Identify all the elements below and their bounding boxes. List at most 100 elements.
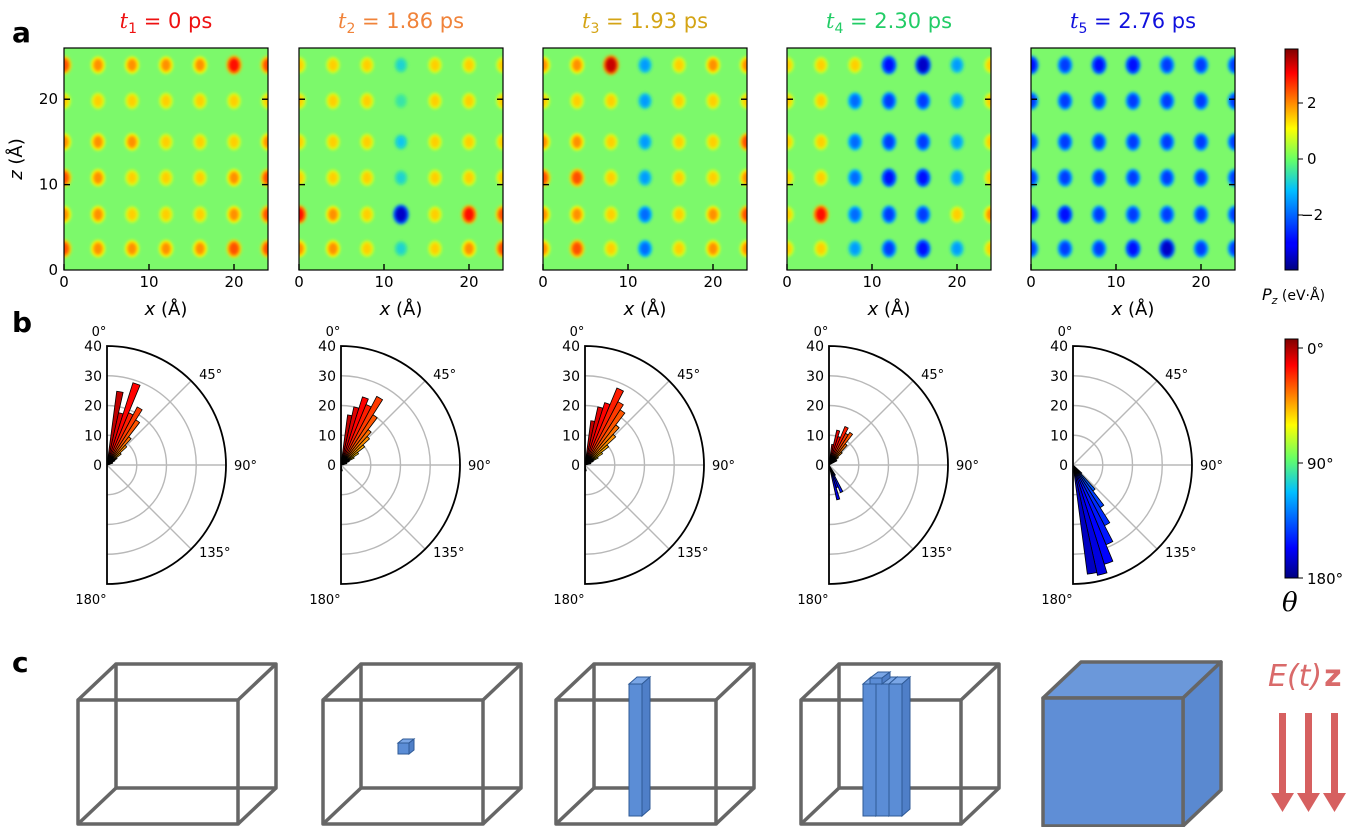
y-tick-label: 10: [39, 176, 58, 194]
radial-tick-label: 0: [93, 458, 102, 474]
heatmap-background: [787, 48, 991, 270]
polarization-spot: [498, 59, 503, 71]
x-tick-label: 10: [862, 273, 881, 291]
x-axis-label: x (Å): [623, 298, 667, 320]
switched-cube-front: [1041, 696, 1185, 827]
cube-edge: [714, 662, 756, 702]
heatmap-background: [1031, 48, 1235, 270]
field-label: E(t)z: [1268, 659, 1342, 694]
polarization-spot: [708, 171, 718, 184]
colorbar-pz-gradient: [1284, 48, 1299, 271]
radial-tick-label: 20: [562, 399, 580, 415]
polarization-spot: [93, 135, 103, 149]
polarization-spot: [430, 136, 440, 148]
polarization-spot: [787, 136, 792, 148]
angle-label: 90°: [956, 459, 979, 474]
polarization-spot: [228, 57, 240, 73]
polarization-spot: [127, 171, 137, 184]
polarization-spot: [742, 95, 747, 107]
polarization-spot: [1127, 241, 1139, 256]
polarization-spot: [1059, 171, 1071, 185]
polarization-spot: [816, 171, 826, 184]
polarization-spot: [1229, 135, 1235, 149]
polarization-spot: [917, 135, 929, 149]
polarization-spot: [161, 171, 171, 184]
angle-label: 0°: [326, 325, 341, 340]
polarization-spot: [952, 95, 962, 107]
radial-tick-label: 10: [84, 428, 102, 444]
polar-grid-spoke: [340, 464, 426, 550]
polarization-spot: [742, 58, 747, 72]
x-tick-label: 20: [459, 273, 478, 291]
polarization-spot: [952, 171, 962, 184]
polarization-spot: [883, 170, 895, 185]
polarization-spot: [127, 135, 137, 149]
polarization-spot: [396, 243, 406, 254]
radial-tick-label: 30: [562, 369, 580, 385]
polarization-spot: [787, 171, 792, 184]
polarization-spot: [262, 241, 268, 256]
polarization-spot: [127, 58, 137, 72]
domain-cube-1: [76, 662, 278, 826]
polarization-spot: [1229, 58, 1235, 72]
polar-bar: [828, 464, 841, 501]
colorbar-theta-tick-0: 0°: [1307, 340, 1324, 358]
radial-tick-label: 0: [571, 458, 580, 474]
polarization-spot: [328, 171, 338, 184]
radial-tick-label: 30: [318, 369, 336, 385]
radial-tick-label: 40: [84, 339, 102, 355]
polarization-spot: [742, 171, 747, 185]
angle-label: 45°: [677, 368, 700, 383]
x-tick-label: 0: [782, 273, 792, 291]
polarization-spot: [464, 171, 474, 184]
cube-edge: [236, 786, 278, 826]
cube-edge: [714, 786, 756, 826]
x-tick-label: 0: [294, 273, 304, 291]
polarization-spot: [1161, 207, 1173, 222]
heatmap-title: t5 = 2.76 ps: [1070, 9, 1196, 37]
polarization-spot: [195, 171, 205, 184]
polar-histogram-4: 0 10 20 30 400° 45° 90° 135° 180°: [797, 325, 979, 608]
columnar-domain: [627, 675, 652, 818]
radial-tick-label: 0: [815, 458, 824, 474]
y-tick-label: 20: [39, 90, 58, 108]
polarization-spot: [299, 207, 305, 222]
cube-front-face: [76, 698, 240, 826]
polarization-spot: [93, 171, 103, 185]
polar-grid-spoke: [584, 464, 670, 550]
heatmap-1: 0 10 20 0 10 20 x (Å) t1 = 0 ps: [39, 9, 269, 320]
polarization-spot: [362, 171, 372, 184]
polarization-spot: [543, 208, 548, 221]
radial-tick-label: 10: [806, 428, 824, 444]
x-tick-label: 20: [1191, 273, 1210, 291]
polarization-spot: [572, 95, 582, 107]
polarization-spot: [708, 95, 718, 107]
polar-bar: [340, 429, 372, 466]
polarization-spot: [674, 95, 684, 107]
polarization-spot: [498, 95, 503, 107]
polarization-spot: [787, 208, 792, 221]
polar-grid-spoke: [106, 464, 192, 550]
polarization-spot: [93, 208, 103, 221]
polarization-spot: [986, 242, 991, 255]
heatmap-row: 0 10 20 0 10 20 x (Å) t1 = 0 ps 0 10 20 x (Å) t2 = 1…: [5, 9, 1236, 320]
columnar-domain: [887, 675, 912, 818]
polarization-spot: [497, 241, 503, 256]
polar-bar: [584, 401, 624, 466]
polarization-spot: [1031, 135, 1037, 149]
colorbar-theta-tick-180: 180°: [1307, 570, 1343, 588]
polarization-spot: [640, 59, 650, 71]
polarization-spot: [543, 135, 548, 149]
cube-edge: [76, 786, 118, 826]
polarization-spot: [195, 58, 205, 72]
polarization-spot: [674, 59, 684, 71]
polarization-spot: [1127, 94, 1139, 108]
polarization-spot: [1059, 207, 1071, 222]
polarization-spot: [572, 58, 582, 72]
x-tick-label: 0: [1026, 273, 1036, 291]
polarization-spot: [362, 242, 372, 255]
cube-edge: [321, 786, 363, 826]
polar-bar: [340, 435, 371, 466]
colorbar-pz-tick-pos2: 2: [1307, 94, 1317, 112]
polar-frame: [340, 345, 461, 585]
